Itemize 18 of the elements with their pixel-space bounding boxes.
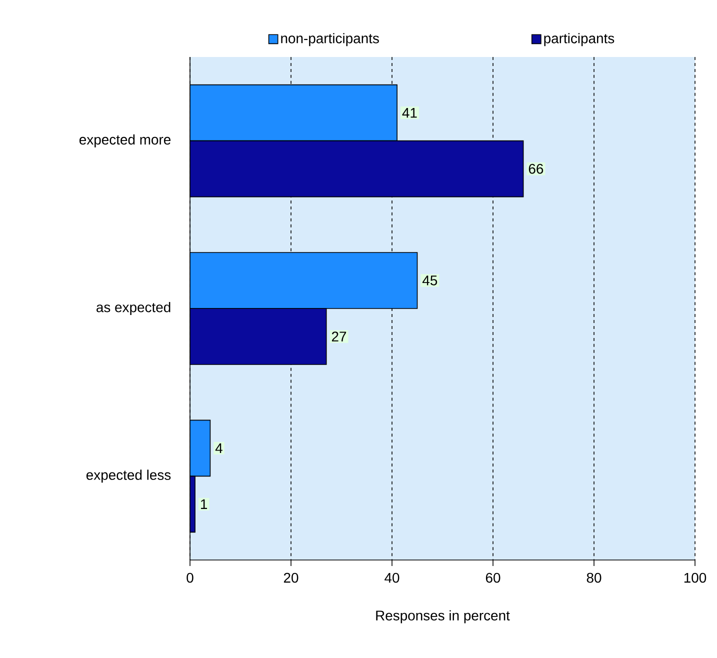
data-label: 45	[422, 276, 438, 286]
y-tick-label: as expected	[96, 302, 170, 315]
x-tick-label: 60	[486, 572, 500, 583]
legend-label: participants	[544, 33, 614, 46]
y-tick-label: expected less	[86, 470, 171, 483]
x-tick-label: 0	[186, 572, 194, 583]
x-axis-title: Responses in percent	[376, 610, 510, 624]
data-label: 66	[528, 164, 544, 174]
data-label: 1	[201, 499, 208, 509]
x-tick-label: 40	[384, 572, 400, 583]
x-tick-label: 100	[684, 572, 706, 583]
y-tick-label: expected more	[79, 134, 171, 148]
data-label: 41	[402, 108, 417, 118]
data-label: 4	[215, 443, 222, 453]
legend-label: non-participants	[281, 33, 379, 46]
x-tick-label: 80	[586, 572, 602, 583]
x-tick-label: 20	[284, 572, 298, 583]
data-label: 27	[332, 332, 346, 342]
